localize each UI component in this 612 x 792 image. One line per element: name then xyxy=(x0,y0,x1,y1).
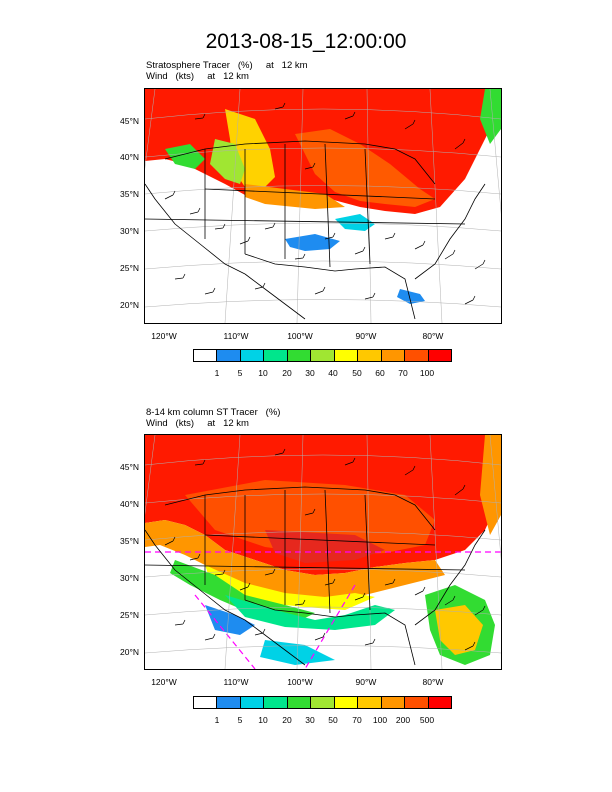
colorbar-swatch xyxy=(217,697,241,708)
colorbar-swatch xyxy=(240,350,265,361)
colorbar-swatch xyxy=(194,350,218,361)
panel1-lat-label: 25°N xyxy=(120,263,139,273)
panel2-colorbar-label: 1 xyxy=(214,715,220,725)
colorbar-swatch xyxy=(358,350,382,361)
colorbar-swatch xyxy=(287,697,312,708)
panel2-colorbar-label: 30 xyxy=(305,715,315,725)
panel2-subtitle-line1: 8-14 km column ST Tracer (%) xyxy=(146,407,281,418)
colorbar-swatch xyxy=(264,350,288,361)
panel1-lat-label: 40°N xyxy=(120,152,139,162)
panel1-lat-label: 35°N xyxy=(120,189,139,199)
colorbar-swatch xyxy=(217,350,241,361)
panel2-colorbar-label: 200 xyxy=(395,715,411,725)
panel1-lon-label: 110°W xyxy=(223,331,249,341)
panel2-subtitle-line2: Wind (kts) at 12 km xyxy=(146,418,249,429)
panel2-lon-label: 100°W xyxy=(287,677,313,687)
panel2-colorbar-label: 500 xyxy=(419,715,435,725)
panel1-colorbar-label: 50 xyxy=(352,368,362,378)
panel2-lat-label: 45°N xyxy=(120,462,139,472)
panel1-colorbar-label: 5 xyxy=(237,368,243,378)
panel1-lat-label: 45°N xyxy=(120,116,139,126)
panel1-colorbar-label: 1 xyxy=(214,368,220,378)
colorbar-swatch xyxy=(311,350,335,361)
panel1-colorbar-label: 20 xyxy=(282,368,292,378)
panel2-colorbar-label: 50 xyxy=(328,715,338,725)
panel1-lat-label: 30°N xyxy=(120,226,139,236)
panel2-lon-label: 80°W xyxy=(422,677,444,687)
panel2-colorbar-label: 20 xyxy=(282,715,292,725)
colorbar-swatch xyxy=(358,697,382,708)
panel1-colorbar-label: 100 xyxy=(419,368,435,378)
panel2-lon-label: 90°W xyxy=(355,677,377,687)
panel1-colorbar-label: 60 xyxy=(375,368,385,378)
panel1-lon-label: 80°W xyxy=(422,331,444,341)
panel2-colorbar-label: 100 xyxy=(372,715,388,725)
panel1-subtitle-line2: Wind (kts) at 12 km xyxy=(146,71,249,82)
panel2-lat-label: 25°N xyxy=(120,610,139,620)
panel1-lon-label: 100°W xyxy=(287,331,313,341)
panel2-colorbar-label: 5 xyxy=(237,715,243,725)
panel2-map xyxy=(144,434,502,670)
colorbar-swatch xyxy=(311,697,335,708)
panel1-colorbar-label: 30 xyxy=(305,368,315,378)
colorbar-swatch xyxy=(428,350,451,361)
colorbar-swatch xyxy=(264,697,288,708)
panel2-colorbar-label: 10 xyxy=(258,715,268,725)
figure-title: 2013-08-15_12:00:00 xyxy=(205,30,407,53)
panel2-lat-label: 35°N xyxy=(120,536,139,546)
panel1-lon-label: 120°W xyxy=(151,331,177,341)
panel2-lon-label: 110°W xyxy=(223,677,249,687)
panel2-colorbar-label: 70 xyxy=(352,715,362,725)
panel1-colorbar-label: 10 xyxy=(258,368,268,378)
colorbar-swatch xyxy=(240,697,265,708)
panel2-colorbar xyxy=(193,696,452,709)
panel1-lon-label: 90°W xyxy=(355,331,377,341)
panel1-colorbar xyxy=(193,349,452,362)
panel1-subtitle-line1: Stratosphere Tracer (%) at 12 km xyxy=(146,60,308,71)
panel1-lat-label: 20°N xyxy=(120,300,139,310)
panel1-colorbar-label: 40 xyxy=(328,368,338,378)
colorbar-swatch xyxy=(287,350,312,361)
colorbar-swatch xyxy=(405,350,429,361)
panel1-colorbar-label: 70 xyxy=(398,368,408,378)
panel2-lat-label: 40°N xyxy=(120,499,139,509)
colorbar-swatch xyxy=(194,697,218,708)
colorbar-swatch xyxy=(428,697,451,708)
colorbar-swatch xyxy=(334,697,359,708)
colorbar-swatch xyxy=(405,697,429,708)
panel2-lat-label: 20°N xyxy=(120,647,139,657)
colorbar-swatch xyxy=(381,697,406,708)
panel1-map xyxy=(144,88,502,324)
colorbar-swatch xyxy=(334,350,359,361)
panel2-lat-label: 30°N xyxy=(120,573,139,583)
colorbar-swatch xyxy=(381,350,406,361)
panel2-lon-label: 120°W xyxy=(151,677,177,687)
